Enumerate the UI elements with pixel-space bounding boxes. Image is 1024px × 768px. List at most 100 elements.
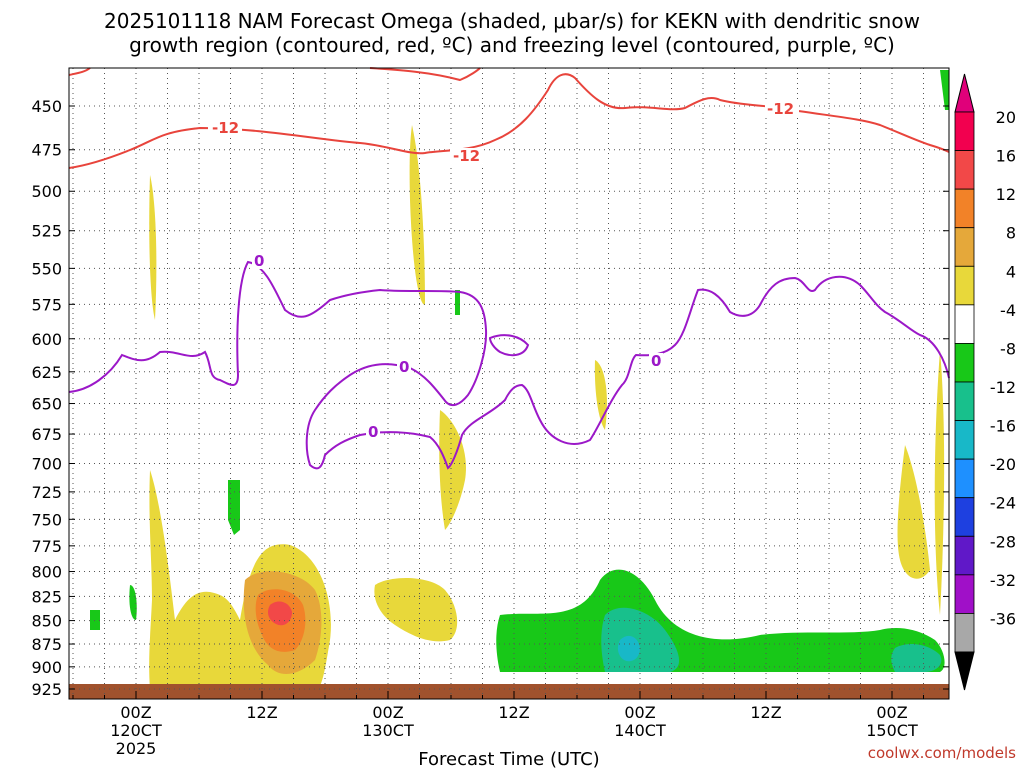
x-tick-label: 00Z [120, 703, 151, 722]
colorbar-swatch [954, 150, 975, 190]
y-tick-label: 725 [31, 483, 62, 502]
omega-region-cyan-1 [617, 635, 640, 662]
ground-band [69, 684, 949, 699]
y-tick-label: 500 [31, 182, 62, 201]
x-tick-label: 00Z [624, 703, 655, 722]
chart-title-line2: growth region (contoured, red, ºC) and f… [129, 33, 895, 57]
red-contour-line-2 [68, 67, 91, 76]
y-tick-label: 650 [31, 395, 62, 414]
omega-region-yellow-6 [594, 360, 607, 430]
y-tick-label: 450 [31, 97, 62, 116]
colorbar-label: -20 [990, 455, 1016, 474]
colorbar-label: -24 [990, 494, 1016, 513]
red-contour-label-2: -12 [453, 147, 480, 165]
colorbar-swatch [954, 535, 975, 576]
colorbar-swatch [954, 497, 975, 537]
x-tick-label: 120CT [110, 721, 162, 740]
y-tick-label: 850 [31, 612, 62, 631]
omega-region-green-6 [940, 70, 949, 110]
colorbar-label: -28 [990, 532, 1016, 551]
red-contour-line-3 [369, 67, 481, 82]
colorbar-label: 8 [1006, 224, 1016, 243]
colorbar-swatch [954, 458, 975, 499]
red-contour-label-1: -12 [212, 119, 239, 137]
omega-region-yellow-4 [409, 125, 425, 305]
colorbar-label: 20 [996, 108, 1016, 127]
credit-text: coolwx.com/models [868, 744, 1016, 762]
x-tick-label: 12Z [750, 703, 781, 722]
contour-labels: -12 -12 -12 0 0 0 0 [208, 100, 799, 441]
purple-contour-line-1 [68, 260, 950, 470]
omega-region-yellow-8 [934, 350, 945, 615]
y-tick-label: 875 [31, 635, 62, 654]
colorbar-bottom-arrow [954, 651, 975, 691]
freezing-level-contour [68, 260, 950, 470]
colorbar-label: -16 [990, 417, 1016, 436]
omega-region-yellow-7 [897, 445, 930, 579]
x-tick-label: 2025 [116, 739, 157, 758]
x-tick-label: 12Z [246, 703, 277, 722]
y-tick-label: 600 [31, 330, 62, 349]
colorbar-swatch [954, 613, 975, 653]
colorbar-swatch [954, 420, 975, 460]
colorbar: 20 16 12 8 4 -4 -8 -12 -16 -20 -24 -28 -32 -36 [954, 73, 1016, 691]
y-tick-label: 825 [31, 587, 62, 606]
x-tick-label: 00Z [372, 703, 403, 722]
y-tick-label: 475 [31, 141, 62, 160]
omega-region-green-5 [455, 290, 460, 315]
omega-shading [90, 70, 949, 690]
red-contour-line-1 [68, 73, 950, 169]
x-axis-title: Forecast Time (UTC) [418, 749, 599, 768]
y-tick-label: 675 [31, 425, 62, 444]
y-tick-label: 550 [31, 259, 62, 278]
colorbar-swatch [954, 227, 975, 267]
omega-region-green-2 [129, 585, 137, 620]
colorbar-label: 12 [996, 185, 1016, 204]
colorbar-top-arrow [954, 73, 975, 113]
red-contour-label-3: -12 [767, 100, 794, 118]
y-tick-label: 525 [31, 222, 62, 241]
purple-contour-line-2 [488, 334, 530, 357]
omega-region-green-3 [90, 610, 100, 630]
colorbar-label: -8 [1000, 339, 1016, 358]
y-tick-label: 750 [31, 510, 62, 529]
x-tick-label: 150CT [866, 721, 918, 740]
colorbar-label: -4 [1000, 301, 1016, 320]
purple-contour-label-2: 0 [399, 358, 409, 376]
colorbar-label: 16 [996, 147, 1016, 166]
colorbar-label: -12 [990, 378, 1016, 397]
omega-region-teal-2 [891, 644, 942, 672]
colorbar-swatch [954, 265, 975, 306]
colorbar-swatch [954, 343, 975, 383]
y-axis: 450 475 500 525 550 575 600 625 650 675 700 725 750 7… [31, 97, 949, 699]
x-tick-label: 140CT [614, 721, 666, 740]
y-tick-label: 775 [31, 537, 62, 556]
omega-region-yellow-2 [374, 578, 458, 642]
colorbar-swatch [954, 381, 975, 421]
x-tick-label: 00Z [876, 703, 907, 722]
omega-region-yellow-3 [149, 175, 157, 320]
x-tick-label: 130CT [362, 721, 414, 740]
colorbar-swatch [954, 188, 975, 229]
colorbar-swatch [954, 304, 975, 344]
dendritic-contour [68, 67, 950, 169]
colorbar-swatch [954, 574, 975, 614]
chart-title-line1: 2025101118 NAM Forecast Omega (shaded, μ… [104, 9, 920, 33]
purple-contour-label-3: 0 [368, 423, 378, 441]
y-tick-label: 700 [31, 454, 62, 473]
colorbar-label: 4 [1006, 262, 1016, 281]
x-tick-label: 12Z [498, 703, 529, 722]
y-tick-label: 800 [31, 563, 62, 582]
omega-region-red-1 [268, 601, 292, 626]
purple-contour-label-4: 0 [651, 352, 661, 370]
grid-lines [69, 68, 949, 699]
y-tick-label: 900 [31, 658, 62, 677]
y-tick-label: 625 [31, 363, 62, 382]
colorbar-swatch [954, 111, 975, 151]
y-tick-label: 925 [31, 680, 62, 699]
colorbar-label: -36 [990, 609, 1016, 628]
plot-frame [68, 67, 950, 700]
omega-region-yellow-5 [439, 410, 466, 530]
